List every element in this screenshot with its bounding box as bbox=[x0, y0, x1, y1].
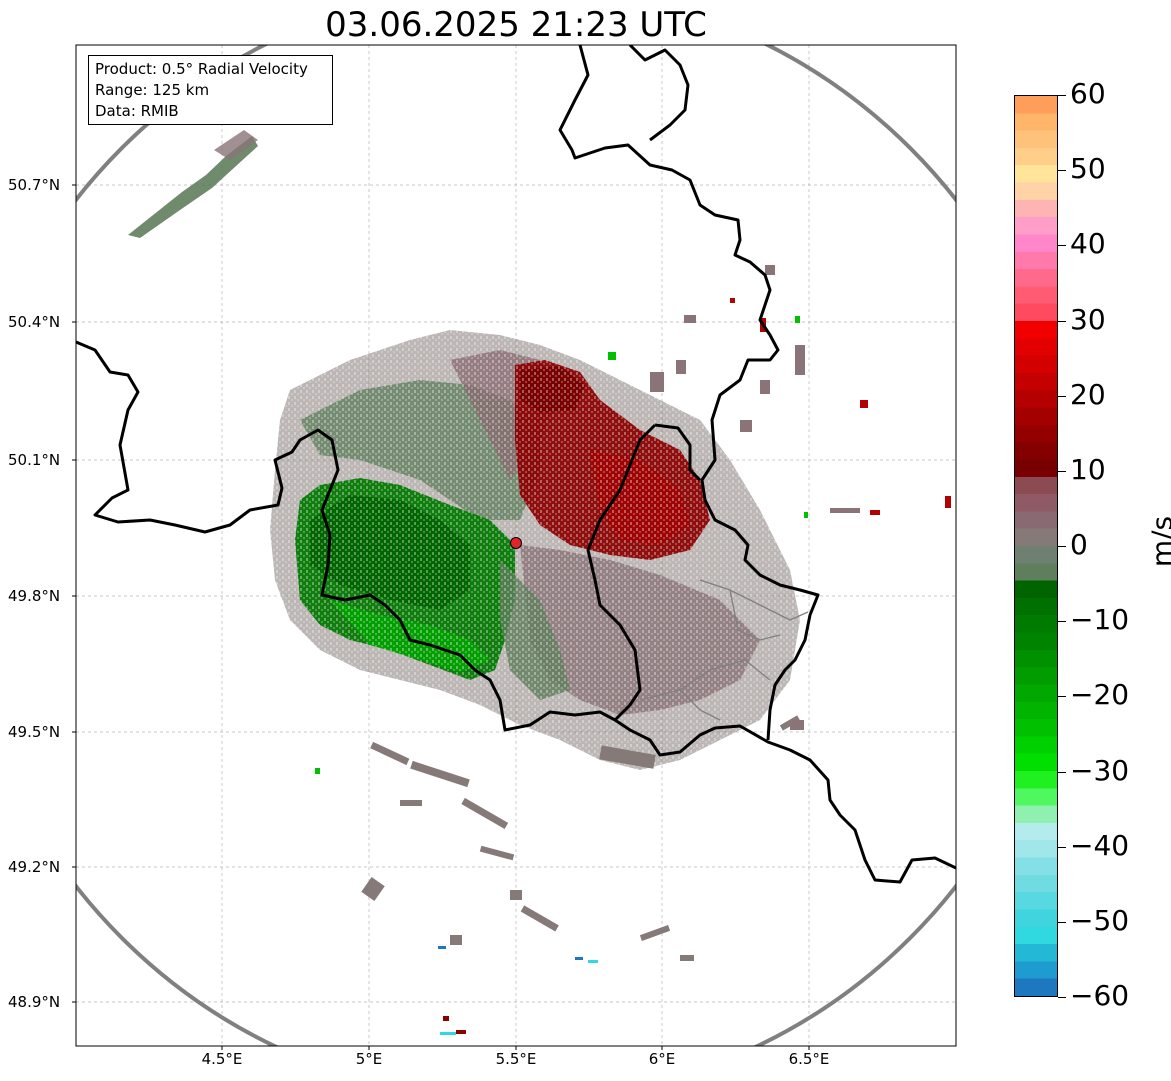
colorbar-tick-label: 0 bbox=[1070, 528, 1088, 561]
colorbar-tick-mark bbox=[1058, 95, 1066, 96]
colorbar-tick-mark bbox=[1058, 245, 1066, 246]
lat-label-49-8: 49.8°N bbox=[8, 587, 61, 605]
lat-label-49-2: 49.2°N bbox=[8, 858, 61, 876]
radar-site-marker bbox=[510, 537, 522, 549]
colorbar-tick-label: 60 bbox=[1070, 77, 1106, 110]
lat-label-48-9: 48.9°N bbox=[8, 993, 61, 1011]
map-title: 03.06.2025 21:23 UTC bbox=[325, 5, 707, 45]
colorbar-tick-label: 30 bbox=[1070, 303, 1106, 336]
lat-label-50-4: 50.4°N bbox=[8, 313, 61, 331]
colorbar-tick-mark bbox=[1058, 997, 1066, 998]
south-echo-streaks bbox=[361, 715, 801, 961]
range-text: Range: 125 km bbox=[95, 81, 210, 99]
axis-ticks bbox=[72, 184, 810, 1050]
colorbar-tick-label: −10 bbox=[1070, 603, 1130, 636]
colorbar-tick-mark bbox=[1058, 170, 1066, 171]
lon-label-4-5: 4.5°E bbox=[201, 1050, 243, 1068]
data-source-text: Data: RMIB bbox=[95, 102, 179, 120]
colorbar-tick-label: 10 bbox=[1070, 453, 1106, 486]
colorbar-tick-mark bbox=[1058, 696, 1066, 697]
colorbar-tick-label: 40 bbox=[1070, 227, 1106, 260]
product-text: Product: 0.5° Radial Velocity bbox=[95, 60, 308, 78]
lon-label-6: 6°E bbox=[648, 1050, 676, 1068]
lon-label-5-5: 5.5°E bbox=[495, 1050, 537, 1068]
colorbar-tick-mark bbox=[1058, 321, 1066, 322]
colorbar-tick-label: −50 bbox=[1070, 904, 1130, 937]
velocity-colorbar bbox=[1014, 95, 1058, 997]
lon-label-5: 5°E bbox=[355, 1050, 383, 1068]
radar-echoes bbox=[128, 130, 951, 1035]
lat-label-49-5: 49.5°N bbox=[8, 723, 61, 741]
colorbar-unit-label: m/s bbox=[1145, 515, 1171, 568]
regional-borders bbox=[639, 579, 809, 721]
ne-echo-scatter bbox=[650, 265, 860, 730]
colorbar-tick-mark bbox=[1058, 922, 1066, 923]
colorbar-tick-mark bbox=[1058, 621, 1066, 622]
colorbar-tick-label: −30 bbox=[1070, 754, 1130, 787]
colorbar-tick-mark bbox=[1058, 471, 1066, 472]
country-borders bbox=[76, 45, 956, 884]
product-info-box: Product: 0.5° Radial Velocity Range: 125… bbox=[88, 55, 333, 125]
colorbar-tick-mark bbox=[1058, 546, 1066, 547]
colorbar-tick-label: −20 bbox=[1070, 678, 1130, 711]
colorbar-tick-mark bbox=[1058, 772, 1066, 773]
colorbar-tick-label: 50 bbox=[1070, 152, 1106, 185]
lat-label-50-7: 50.7°N bbox=[8, 176, 61, 194]
colorbar-tick-mark bbox=[1058, 847, 1066, 848]
colorbar-tick-label: −40 bbox=[1070, 829, 1130, 862]
colorbar-tick-label: −60 bbox=[1070, 979, 1130, 1012]
lat-label-50-1: 50.1°N bbox=[8, 451, 61, 469]
nw-echo-band bbox=[128, 136, 258, 238]
colorbar-tick-mark bbox=[1058, 396, 1066, 397]
colorbar-tick-label: 20 bbox=[1070, 378, 1106, 411]
lon-label-6-5: 6.5°E bbox=[788, 1050, 830, 1068]
